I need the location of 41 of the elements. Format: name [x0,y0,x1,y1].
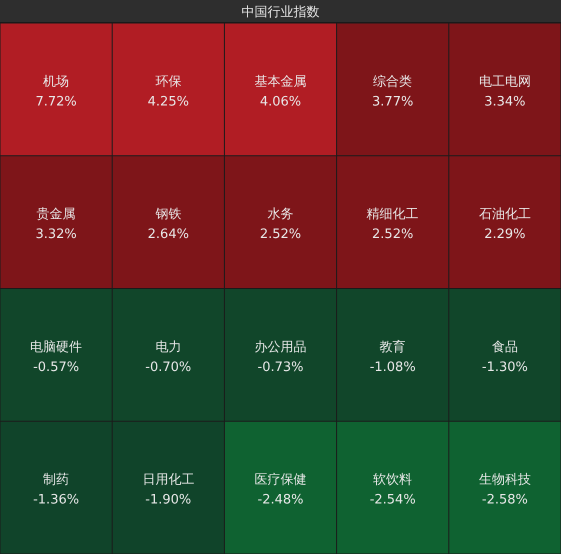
data-label: -1.36% [33,492,80,508]
data-label: -2.58% [482,492,528,508]
data-label: -1.30% [482,360,528,375]
data-label: -2.54% [370,492,416,508]
category-label: 医疗保健 [254,472,306,488]
data-label: 3.77% [372,94,414,110]
category-label: 机场 [43,74,70,90]
data-label: 4.25% [148,94,189,110]
category-label: 软饮料 [373,472,412,488]
text: 中国行业指数 [242,5,320,20]
category-label: 钢铁 [154,207,182,222]
category-label: 办公用品 [254,340,306,355]
category-label: 食品 [492,340,518,355]
data-label: 2.29% [484,227,526,242]
category-label: 贵金属 [36,207,76,222]
category-label: 综合类 [373,74,412,90]
category-label: 水务 [268,207,294,222]
data-label: 7.72% [35,94,77,110]
data-label: -0.57% [33,360,80,375]
data-label: 2.64% [148,227,189,242]
category-label: 石油化工 [478,207,531,222]
data-label: 4.06% [260,94,302,110]
data-label: -1.90% [145,492,192,508]
category-label: 电工电网 [478,74,531,90]
data-label: -0.70% [145,360,192,375]
data-label: 2.52% [260,227,302,242]
category-label: 日用化工 [142,472,194,488]
category-label: 环保 [155,74,182,90]
data-label: -2.48% [258,492,304,508]
category-label: 教育 [380,338,406,355]
category-label: 基本金属 [254,74,306,90]
data-label: -0.73% [258,360,304,375]
category-label: 电脑硬件 [30,340,82,355]
data-label: 3.34% [484,94,526,110]
category-label: 生物科技 [478,472,531,488]
category-label: 电力 [155,340,182,355]
data-label: 3.32% [35,227,77,242]
category-label: 精细化工 [366,207,419,222]
data-label: 2.52% [372,227,414,242]
category-label: 制药 [43,472,70,488]
data-label: -1.08% [370,360,416,375]
